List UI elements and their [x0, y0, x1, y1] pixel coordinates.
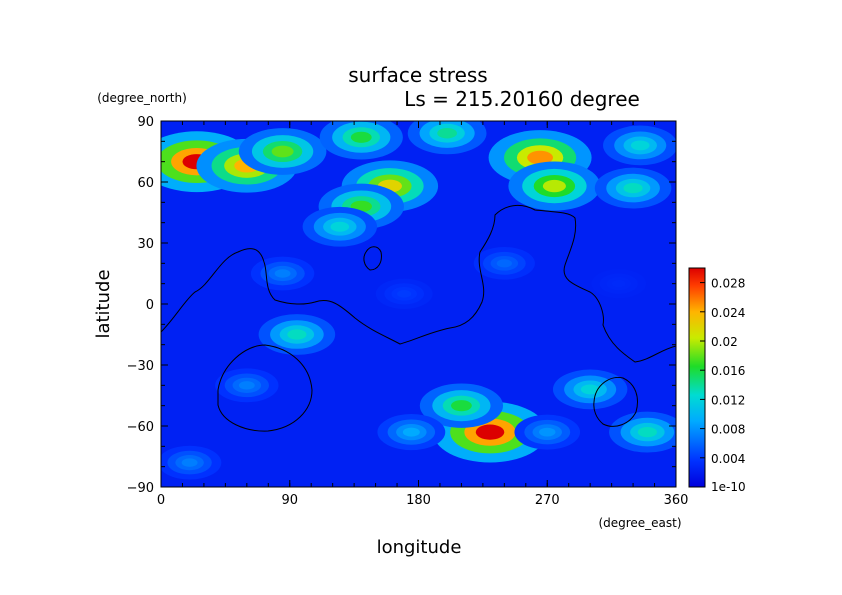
x-tick-label: 0 [157, 493, 165, 508]
y-tick-label: 90 [137, 115, 154, 130]
y-tick-label: 60 [137, 176, 154, 191]
hotspot-contour [611, 280, 626, 288]
y-tick-label: 30 [137, 237, 154, 252]
hotspot [250, 256, 315, 291]
hotspot-contour [580, 384, 600, 395]
y-unit-label: (degree_north) [97, 91, 187, 105]
hotspot-contour [274, 269, 291, 278]
y-tick-label: −60 [127, 420, 154, 435]
y-axis-label: latitude [93, 269, 114, 338]
stress-field [161, 121, 676, 487]
hotspot [407, 121, 487, 155]
hotspot [591, 269, 647, 299]
hotspot [258, 314, 336, 355]
x-tick-label: 90 [281, 493, 298, 508]
colorbar-tick-label: 0.024 [711, 306, 745, 320]
y-tick-label: 0 [146, 298, 154, 313]
hotspot [319, 121, 403, 160]
hotspot [508, 161, 601, 211]
contour-line-west [161, 204, 676, 363]
hotspot-contour [238, 381, 255, 390]
colorbar-tick-label: 0.004 [711, 452, 745, 466]
hotspot-contour [287, 329, 307, 340]
x-axis-label: longitude [377, 537, 462, 558]
hotspot [419, 383, 504, 428]
x-tick-label: 180 [406, 493, 431, 508]
colorbar-tick-label: 0.008 [711, 423, 745, 437]
hotspot [302, 206, 378, 247]
hotspot-contour [330, 221, 350, 232]
hotspot-contour [539, 427, 556, 437]
hotspot-contour [637, 426, 657, 438]
colorbar [688, 267, 706, 488]
x-unit-label: (degree_east) [598, 516, 681, 530]
hotspot-contour [402, 427, 420, 437]
hotspot-contour [630, 140, 650, 151]
hotspot [377, 414, 446, 451]
hotspot-contour [623, 182, 643, 194]
colorbar-tick-label: 0.028 [711, 277, 745, 291]
hotspot-contour [437, 127, 457, 139]
contour-loop-tharsis [363, 246, 382, 271]
hotspot [215, 368, 279, 403]
hotspot-contour [397, 290, 412, 298]
colorbar-tick-label: 1e-10 [711, 480, 746, 494]
x-tick-label: 270 [535, 493, 560, 508]
hotspot-contour [496, 259, 512, 268]
hotspot-contour [475, 424, 505, 440]
y-tick-label: −90 [127, 481, 154, 496]
x-tick-label: 360 [664, 493, 689, 508]
colorbar-ticks: 1e-10 0.004 0.008 0.012 0.016 0.02 0.024 0.028 [700, 277, 746, 494]
contour-loop-southwest [217, 344, 313, 432]
hotspot-contour [527, 150, 553, 165]
y-axis-ticks: 90 60 30 0 −30 −60 −90 [127, 115, 676, 496]
chart-subtitle: Ls = 215.20160 degree [404, 87, 640, 111]
x-axis-ticks: 0 90 180 270 360 [157, 121, 689, 508]
hotspot [552, 369, 628, 410]
colorbar-tick-label: 0.02 [711, 335, 738, 349]
hotspot-contour [451, 400, 472, 412]
hotspot [375, 278, 433, 309]
hotspot-contour [181, 458, 198, 467]
hotspot [473, 247, 535, 280]
hotspot [161, 445, 222, 480]
hotspot [603, 125, 676, 166]
hotspot [594, 167, 672, 209]
chart-title: surface stress [348, 63, 487, 87]
colorbar-tick-label: 0.012 [711, 393, 745, 407]
hotspot-contour [350, 131, 372, 143]
colorbar-tick-label: 0.016 [711, 364, 745, 378]
coastline-contours [161, 204, 676, 432]
hotspot [238, 128, 327, 175]
hotspot-contour [542, 179, 566, 193]
contour-loop-southeast [593, 376, 638, 427]
y-tick-label: −30 [127, 359, 154, 374]
hotspot [609, 411, 676, 453]
hotspot [514, 414, 581, 450]
hotspot-contour [271, 145, 294, 158]
